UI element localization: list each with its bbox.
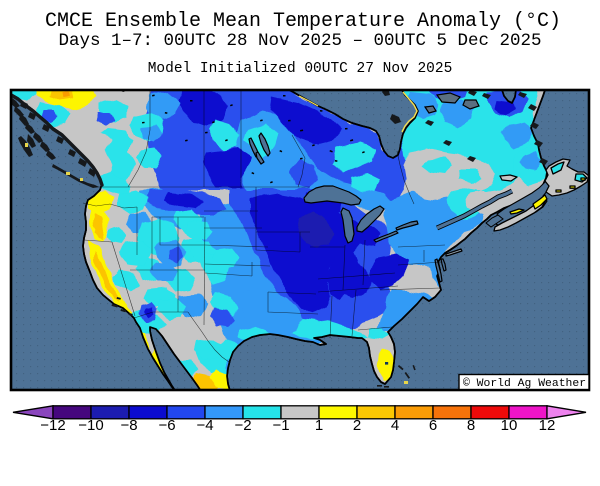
svg-text:10: 10 <box>501 417 518 434</box>
svg-text:1: 1 <box>315 417 323 434</box>
svg-text:4: 4 <box>391 417 399 434</box>
svg-text:−1: −1 <box>272 417 289 434</box>
svg-text:−8: −8 <box>120 417 137 434</box>
svg-text:8: 8 <box>467 417 475 434</box>
svg-text:2: 2 <box>353 417 361 434</box>
svg-text:−4: −4 <box>196 417 213 434</box>
svg-text:−6: −6 <box>158 417 175 434</box>
svg-text:6: 6 <box>429 417 437 434</box>
svg-text:−2: −2 <box>234 417 251 434</box>
svg-text:−12: −12 <box>40 417 65 434</box>
svg-text:© World Ag Weather: © World Ag Weather <box>463 378 586 390</box>
svg-text:12: 12 <box>539 417 556 434</box>
svg-text:−10: −10 <box>78 417 103 434</box>
